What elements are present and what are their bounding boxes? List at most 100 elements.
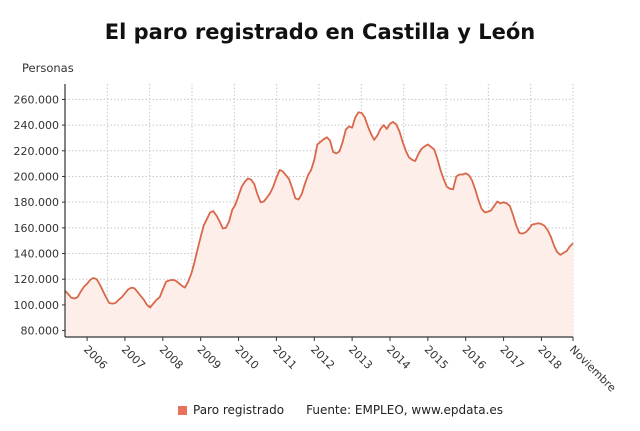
x-tick-label: 2011 xyxy=(270,343,299,372)
data-point xyxy=(83,286,85,288)
data-point xyxy=(487,211,489,213)
data-point xyxy=(121,296,123,298)
data-point xyxy=(86,283,88,285)
y-tick-label: 120.000 xyxy=(14,273,60,286)
data-point xyxy=(177,282,179,284)
data-point xyxy=(490,209,492,211)
x-tick-label: 2010 xyxy=(232,343,261,372)
data-point xyxy=(408,156,410,158)
data-point xyxy=(222,227,224,229)
data-point xyxy=(199,236,201,238)
data-point xyxy=(89,279,91,281)
data-point xyxy=(562,252,564,254)
data-point xyxy=(506,202,508,204)
data-point xyxy=(127,288,129,290)
data-point xyxy=(370,133,372,135)
data-point xyxy=(398,130,400,132)
data-point xyxy=(234,204,236,206)
data-point xyxy=(524,231,526,233)
data-point xyxy=(531,223,533,225)
data-point xyxy=(401,141,403,143)
data-point xyxy=(559,254,561,256)
x-tick-label: 2008 xyxy=(157,343,186,372)
data-point xyxy=(323,138,325,140)
data-point xyxy=(474,188,476,190)
data-point xyxy=(259,201,261,203)
data-point xyxy=(502,201,504,203)
data-point xyxy=(108,302,110,304)
data-point xyxy=(550,236,552,238)
data-point xyxy=(209,211,211,213)
x-tick-label: Noviembre xyxy=(567,343,619,395)
data-point xyxy=(420,148,422,150)
y-tick-label: 140.000 xyxy=(14,248,60,261)
data-point xyxy=(537,222,539,224)
data-point xyxy=(294,197,296,199)
data-point xyxy=(111,302,113,304)
data-point xyxy=(354,116,356,118)
data-point xyxy=(493,205,495,207)
data-point xyxy=(424,145,426,147)
data-point xyxy=(452,188,454,190)
data-point xyxy=(80,290,82,292)
data-point xyxy=(556,251,558,253)
data-point xyxy=(449,187,451,189)
data-point xyxy=(338,150,340,152)
data-point xyxy=(543,225,545,227)
data-point xyxy=(335,152,337,154)
data-point xyxy=(427,143,429,145)
x-tick-label: 2014 xyxy=(384,343,413,372)
data-point xyxy=(430,146,432,148)
data-point xyxy=(275,177,277,179)
x-tick-label: 2009 xyxy=(195,343,224,372)
data-point xyxy=(436,157,438,159)
data-point xyxy=(193,261,195,263)
legend-label: Paro registrado xyxy=(193,403,285,417)
data-point xyxy=(225,227,227,229)
data-point xyxy=(389,123,391,125)
y-tick-label: 260.000 xyxy=(14,93,60,106)
data-point xyxy=(528,228,530,230)
data-point xyxy=(171,279,173,281)
data-point xyxy=(565,250,567,252)
data-point xyxy=(190,273,192,275)
data-point xyxy=(446,186,448,188)
data-point xyxy=(572,242,574,244)
data-point xyxy=(158,296,160,298)
data-point xyxy=(395,123,397,125)
data-point xyxy=(376,134,378,136)
data-point xyxy=(136,291,138,293)
data-point xyxy=(483,211,485,213)
data-point xyxy=(313,159,315,161)
data-point xyxy=(379,128,381,130)
data-point xyxy=(76,296,78,298)
data-point xyxy=(455,175,457,177)
data-point xyxy=(253,183,255,185)
data-point xyxy=(465,172,467,174)
data-point xyxy=(304,183,306,185)
data-point xyxy=(130,286,132,288)
data-point xyxy=(439,169,441,171)
data-point xyxy=(477,198,479,200)
data-point xyxy=(133,287,135,289)
data-point xyxy=(165,281,167,283)
data-point xyxy=(569,245,571,247)
y-tick-label: 200.000 xyxy=(14,170,60,183)
data-point xyxy=(468,174,470,176)
data-point xyxy=(155,299,157,301)
data-point xyxy=(329,139,331,141)
data-point xyxy=(266,196,268,198)
data-point xyxy=(547,229,549,231)
data-point xyxy=(162,288,164,290)
data-point xyxy=(240,186,242,188)
data-point xyxy=(146,304,148,306)
y-tick-label: 160.000 xyxy=(14,222,60,235)
data-point xyxy=(70,297,72,299)
data-point xyxy=(442,178,444,180)
data-point xyxy=(417,153,419,155)
data-point xyxy=(272,186,274,188)
data-point xyxy=(196,248,198,250)
data-point xyxy=(215,214,217,216)
data-point xyxy=(360,112,362,114)
x-tick-label: 2013 xyxy=(346,343,375,372)
